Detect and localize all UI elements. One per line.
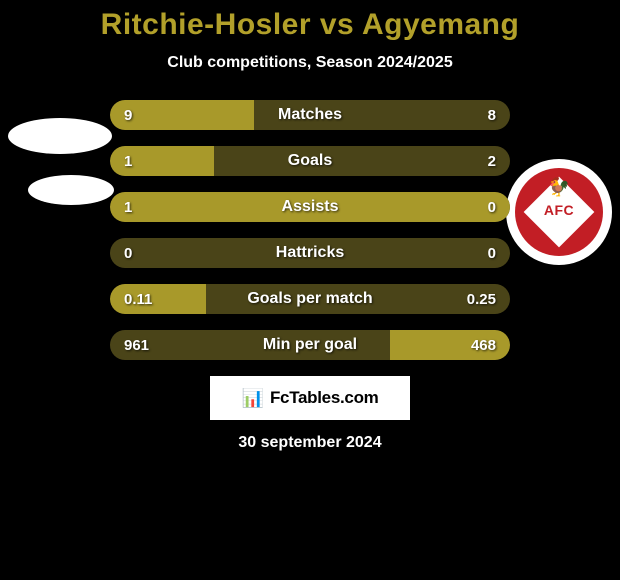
chart-icon: 📊 [242,389,264,407]
stat-value-left: 0.11 [124,291,152,308]
team-right-logo: 🐓 AFC [506,159,612,265]
stat-value-right: 0.25 [467,291,496,308]
stat-value-right: 2 [488,153,496,170]
stat-row: 1 Goals 2 [110,146,510,176]
stat-label: Assists [282,198,339,216]
stat-value-right: 0 [488,199,496,216]
stat-bars: 9 Matches 8 1 Goals 2 1 Assists 0 0 Hattricks 0 0.11… [110,100,510,360]
afc-badge: 🐓 AFC [515,168,603,256]
stat-label: Min per goal [263,336,357,354]
stat-row: 0.11 Goals per match 0.25 [110,284,510,314]
stat-label: Goals per match [247,290,372,308]
stat-value-left: 9 [124,107,132,124]
stat-label: Hattricks [276,244,344,262]
stat-value-left: 1 [124,199,132,216]
team-left-logo-2 [28,175,114,205]
team-left-logo-1 [8,118,112,154]
watermark-text: FcTables.com [270,388,379,408]
stat-value-right: 0 [488,245,496,262]
stat-row: 0 Hattricks 0 [110,238,510,268]
rooster-icon: 🐓 [548,178,570,196]
stat-row: 9 Matches 8 [110,100,510,130]
stat-value-left: 1 [124,153,132,170]
watermark: 📊 FcTables.com [210,376,410,420]
subtitle: Club competitions, Season 2024/2025 [0,54,620,72]
stat-value-left: 0 [124,245,132,262]
stat-label: Goals [288,152,332,170]
date-label: 30 september 2024 [0,434,620,452]
page-title: Ritchie-Hosler vs Agyemang [0,8,620,42]
stat-label: Matches [278,106,342,124]
afc-badge-text: AFC [515,202,603,218]
stat-value-left: 961 [124,337,149,354]
stat-row: 961 Min per goal 468 [110,330,510,360]
stat-value-right: 8 [488,107,496,124]
stat-value-right: 468 [471,337,496,354]
stat-row: 1 Assists 0 [110,192,510,222]
